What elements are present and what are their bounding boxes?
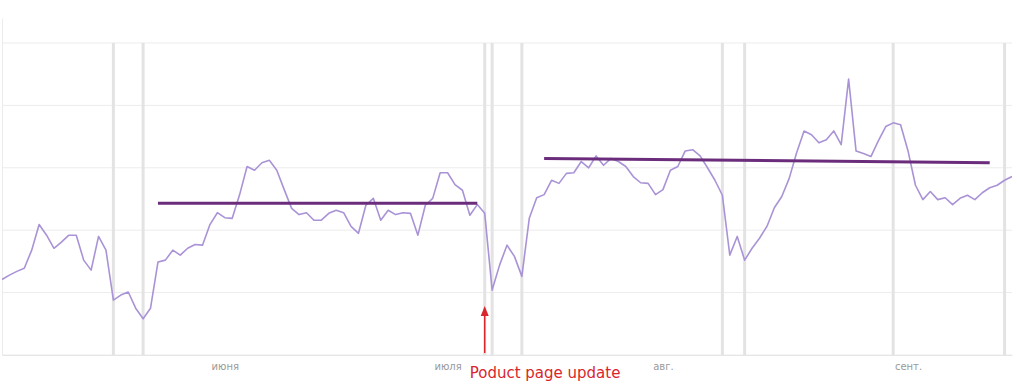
series-line [2,79,1012,319]
x-tick-label: июля [434,361,461,372]
x-tick: июня [212,361,239,372]
grid [2,43,1012,355]
annotation-arrow [484,315,486,353]
day-marker [1003,43,1006,355]
day-marker [491,43,494,355]
day-marker [142,43,145,355]
day-marker [520,43,523,355]
x-tick: июля [434,361,461,372]
grid-line [2,355,1012,356]
day-marker [112,43,115,355]
x-axis-line [3,355,1013,356]
grid-line [2,105,1012,106]
annotation-arrow-head [481,306,489,316]
plot-area [2,43,1012,355]
annotation-text: Poduct page update [470,364,621,382]
x-tick-label: авг. [653,361,673,372]
day-marker [743,43,746,355]
grid-line [2,167,1012,168]
average-line [158,202,477,205]
chart: июня июля авг. сент. Poduct page update [0,0,1017,386]
grid-line [2,230,1012,231]
y-axis-line [2,19,3,356]
grid-line [2,42,1012,43]
y-axis [2,19,4,356]
x-tick: авг. [653,361,673,372]
average-line [544,158,990,162]
day-marker [892,43,895,355]
x-tick-label: июня [212,361,239,372]
x-tick-label: сент. [895,361,922,372]
x-tick: сент. [895,361,922,372]
annotation: Poduct page update [470,306,621,382]
